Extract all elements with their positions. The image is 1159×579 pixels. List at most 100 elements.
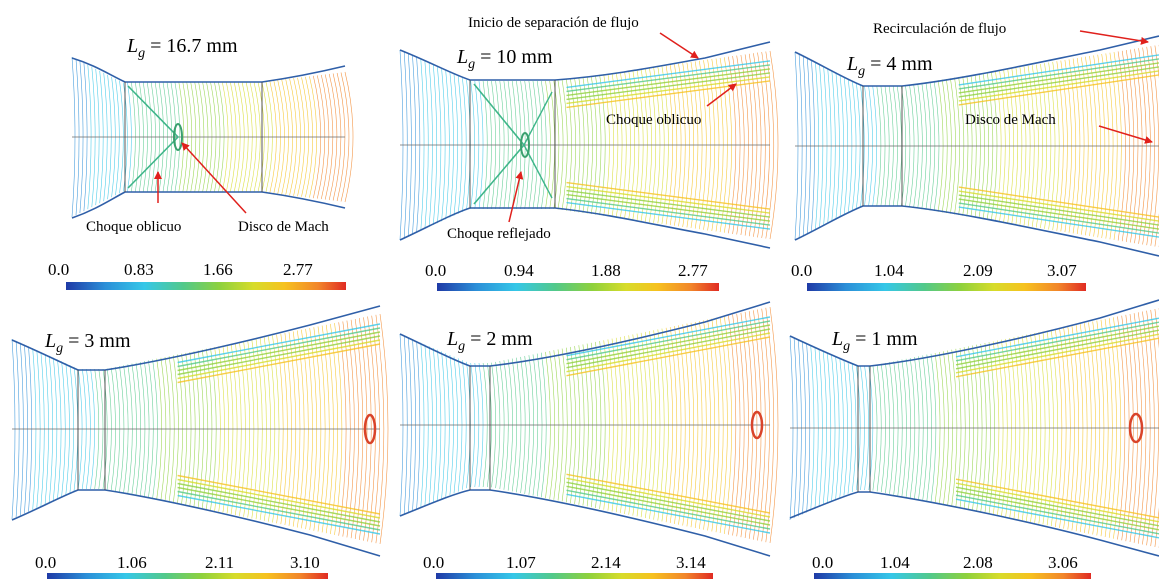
shear-layer-line bbox=[566, 332, 771, 373]
shear-layer-line bbox=[566, 316, 771, 357]
shear-layer-line bbox=[177, 339, 381, 380]
arrow-recirculation-p3 bbox=[1079, 30, 1149, 45]
label-recirculation-p3: Recirculación de flujo bbox=[873, 21, 1006, 37]
shear-layer-line bbox=[955, 337, 1159, 378]
nozzle-wall-top-p6 bbox=[789, 299, 1159, 367]
shear-layer-line bbox=[566, 68, 771, 97]
colorbar-p5: 0.0 1.07 2.14 3.14 bbox=[423, 553, 713, 579]
shear-layer-line bbox=[955, 321, 1159, 362]
colorbar-tick-p1-2: 1.66 bbox=[203, 260, 233, 279]
colorbar-tick-p4-3: 3.10 bbox=[290, 553, 320, 572]
mach-disk-p4 bbox=[363, 413, 377, 445]
shear-layer-line bbox=[958, 202, 1159, 234]
mach-disk-p5 bbox=[750, 410, 764, 440]
colorbar-tick-p4-0: 0.0 bbox=[35, 553, 56, 572]
nozzle-wall-top-p5 bbox=[399, 301, 771, 367]
shear-layer-line bbox=[566, 493, 771, 534]
colorbar-p2: 0.0 0.94 1.88 2.77 bbox=[425, 261, 719, 291]
shear-layer-line bbox=[958, 186, 1159, 218]
shear-layer-line bbox=[958, 66, 1159, 98]
shear-layer-line bbox=[955, 490, 1159, 531]
mach-disk-p1 bbox=[173, 123, 183, 151]
colorbar-gradient-p3 bbox=[807, 283, 1086, 291]
label-oblique-shock-p2: Choque oblicuo bbox=[606, 112, 701, 128]
lg-title-p2: Lg = 10 mm bbox=[456, 46, 553, 72]
colorbar-tick-p4-2: 2.11 bbox=[205, 553, 234, 572]
shear-layer-line bbox=[566, 485, 771, 526]
colorbar-gradient-p5 bbox=[436, 573, 713, 579]
contour-line bbox=[769, 50, 779, 240]
colorbar-tick-p2-1: 0.94 bbox=[504, 261, 534, 280]
shear-layer-line bbox=[566, 72, 771, 101]
shear-layer-line bbox=[177, 335, 381, 376]
nozzle-wall-bottom-p5 bbox=[399, 489, 771, 557]
arrow-reflected-p2 bbox=[508, 171, 524, 223]
label-mach-disk-p1: Disco de Mach bbox=[238, 219, 329, 235]
contour-line bbox=[344, 71, 354, 203]
shear-layer-line bbox=[955, 329, 1159, 370]
contour-line bbox=[375, 314, 385, 544]
shear-layer-line bbox=[566, 489, 771, 530]
shear-layer-line bbox=[177, 494, 381, 535]
contour-line bbox=[765, 51, 775, 239]
shear-layer-line bbox=[955, 333, 1159, 374]
shear-layer-line bbox=[177, 323, 381, 364]
colorbar-tick-p3-0: 0.0 bbox=[791, 261, 812, 280]
shear-layer-line bbox=[177, 331, 381, 372]
colorbar-tick-p1-0: 0.0 bbox=[48, 260, 69, 279]
shear-layer-line bbox=[177, 343, 381, 384]
label-mach-disk-p3: Disco de Mach bbox=[965, 112, 1056, 128]
panel-5: Lg = 2 mm 0.0 1.07 2.14 3.14 bbox=[399, 301, 779, 579]
shear-layer-line bbox=[566, 189, 771, 218]
nozzle-wall-top-p1 bbox=[71, 57, 346, 83]
lg-title-p1: Lg = 16.7 mm bbox=[126, 35, 238, 61]
nozzle-wall-bottom-p2 bbox=[399, 207, 771, 249]
shear-layer-line bbox=[958, 190, 1159, 222]
shear-layer-line bbox=[955, 317, 1159, 358]
colorbar-tick-p2-3: 2.77 bbox=[678, 261, 708, 280]
panel-1: Lg = 16.7 mm Choque oblicuo Disco de Mac… bbox=[48, 35, 354, 290]
colorbar-tick-p6-1: 1.04 bbox=[880, 553, 910, 572]
shear-layer-line bbox=[566, 324, 771, 365]
colorbar-tick-p2-0: 0.0 bbox=[425, 261, 446, 280]
shear-layer-line bbox=[566, 336, 771, 377]
shear-layer-line bbox=[566, 320, 771, 361]
colorbar-gradient-p1 bbox=[66, 282, 346, 290]
panel-3: Lg = 4 mm Recirculación de flujo Disco d… bbox=[791, 21, 1159, 291]
shear-layer-line bbox=[955, 486, 1159, 527]
nozzle-wall-bottom-p1 bbox=[71, 191, 346, 219]
shear-layer-line bbox=[566, 481, 771, 522]
arrow-mach-p3 bbox=[1098, 125, 1153, 144]
shear-layer-line bbox=[566, 201, 771, 230]
lg-title-p4: Lg = 3 mm bbox=[44, 330, 131, 356]
shear-layer-line bbox=[566, 328, 771, 369]
colorbar-p6: 0.0 1.04 2.08 3.06 bbox=[812, 553, 1091, 579]
nozzle-wall-bottom-p6 bbox=[789, 491, 1159, 557]
shear-layer-line bbox=[958, 58, 1159, 90]
colorbar-gradient-p2 bbox=[437, 283, 719, 291]
nozzle-wall-bottom-p4 bbox=[11, 489, 381, 557]
label-oblique-shock-p1: Choque oblicuo bbox=[86, 219, 181, 235]
label-reflected-shock-p2: Choque reflejado bbox=[447, 226, 551, 242]
colorbar-tick-p3-3: 3.07 bbox=[1047, 261, 1077, 280]
nozzle-wall-bottom-p3 bbox=[794, 205, 1159, 257]
panel-6: Lg = 1 mm 0.0 1.04 2.08 3.06 bbox=[789, 299, 1159, 579]
mach-disk-p6 bbox=[1128, 412, 1144, 444]
shear-layer-line bbox=[566, 193, 771, 222]
shear-layer-line bbox=[958, 206, 1159, 238]
shear-layer-line bbox=[566, 76, 771, 105]
panel-4: Lg = 3 mm 0.0 1.06 2.11 3.10 bbox=[11, 305, 389, 579]
shear-layer-line bbox=[566, 181, 771, 210]
panel-2: Lg = 10 mm Inicio de separación de flujo… bbox=[399, 15, 779, 291]
colorbar-tick-p3-1: 1.04 bbox=[874, 261, 904, 280]
shear-layer-line bbox=[958, 198, 1159, 230]
colorbar-tick-p2-2: 1.88 bbox=[591, 261, 621, 280]
shear-layer-line bbox=[958, 70, 1159, 102]
nozzle-wall-top-p3 bbox=[794, 35, 1159, 87]
shear-layer-line bbox=[955, 482, 1159, 523]
shear-layer-line bbox=[955, 498, 1159, 539]
colorbar-tick-p1-3: 2.77 bbox=[283, 260, 313, 279]
shear-layer-line bbox=[177, 490, 381, 531]
contour-line bbox=[340, 72, 350, 202]
